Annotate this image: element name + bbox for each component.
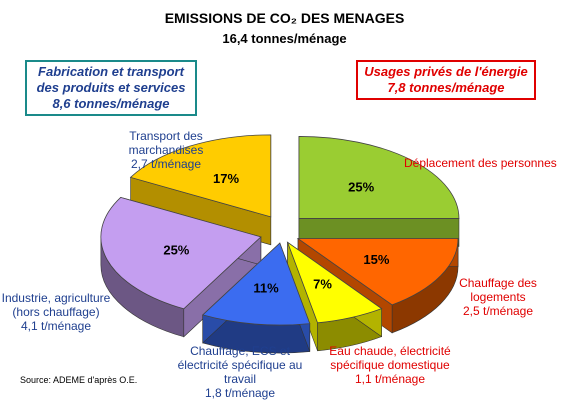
slice-pct-label-0: 25% <box>348 180 374 195</box>
group-fabrication-line-3: 8,6 tonnes/ménage <box>52 96 170 111</box>
group-usages-line-1: Usages privés de l'énergie <box>364 64 528 79</box>
slice-1 <box>296 238 459 306</box>
slice-3 <box>201 242 311 326</box>
slice-label-industrie: Industrie, agriculture (hors chauffage) … <box>1 291 111 333</box>
slice-5 <box>129 134 272 218</box>
slice-0 <box>298 136 460 219</box>
slice-4 <box>100 196 262 310</box>
group-usages-line-2: 7,8 tonnes/ménage <box>387 80 505 95</box>
slice-label-deplacement: Déplacement des personnes <box>404 156 557 170</box>
slice-pct-label-4: 25% <box>163 242 189 257</box>
slice-label-transport-marchandises: Transport des marchandises 2,7 t/ménage <box>128 129 204 171</box>
slice-pct-label-1: 15% <box>363 252 389 267</box>
chart-subtitle: 16,4 tonnes/ménage <box>222 31 347 46</box>
slice-pct-label-2: 7% <box>313 277 332 292</box>
slice-2 <box>286 241 383 324</box>
slice-label-eau-chaude: Eau chaude, électricité spécifique domes… <box>329 344 451 386</box>
group-box-fabrication: Fabrication et transport des produits et… <box>25 60 197 116</box>
slice-pct-label-3: 11% <box>253 281 279 296</box>
group-fabrication-line-2: des produits et services <box>36 80 186 95</box>
chart-title: EMISSIONS DE CO₂ DES MENAGES <box>164 10 405 26</box>
source-note: Source: ADEME d'après O.E. <box>20 375 138 385</box>
slice-label-chauffage-travail: Chauffage, ECS et électricité spécifique… <box>177 344 303 400</box>
slice-label-chauffage-logements: Chauffage des logements 2,5 t/ménage <box>459 276 537 318</box>
group-box-usages: Usages privés de l'énergie 7,8 tonnes/mé… <box>356 60 536 100</box>
slice-pct-label-5: 17% <box>213 171 239 186</box>
group-fabrication-line-1: Fabrication et transport <box>38 64 184 79</box>
